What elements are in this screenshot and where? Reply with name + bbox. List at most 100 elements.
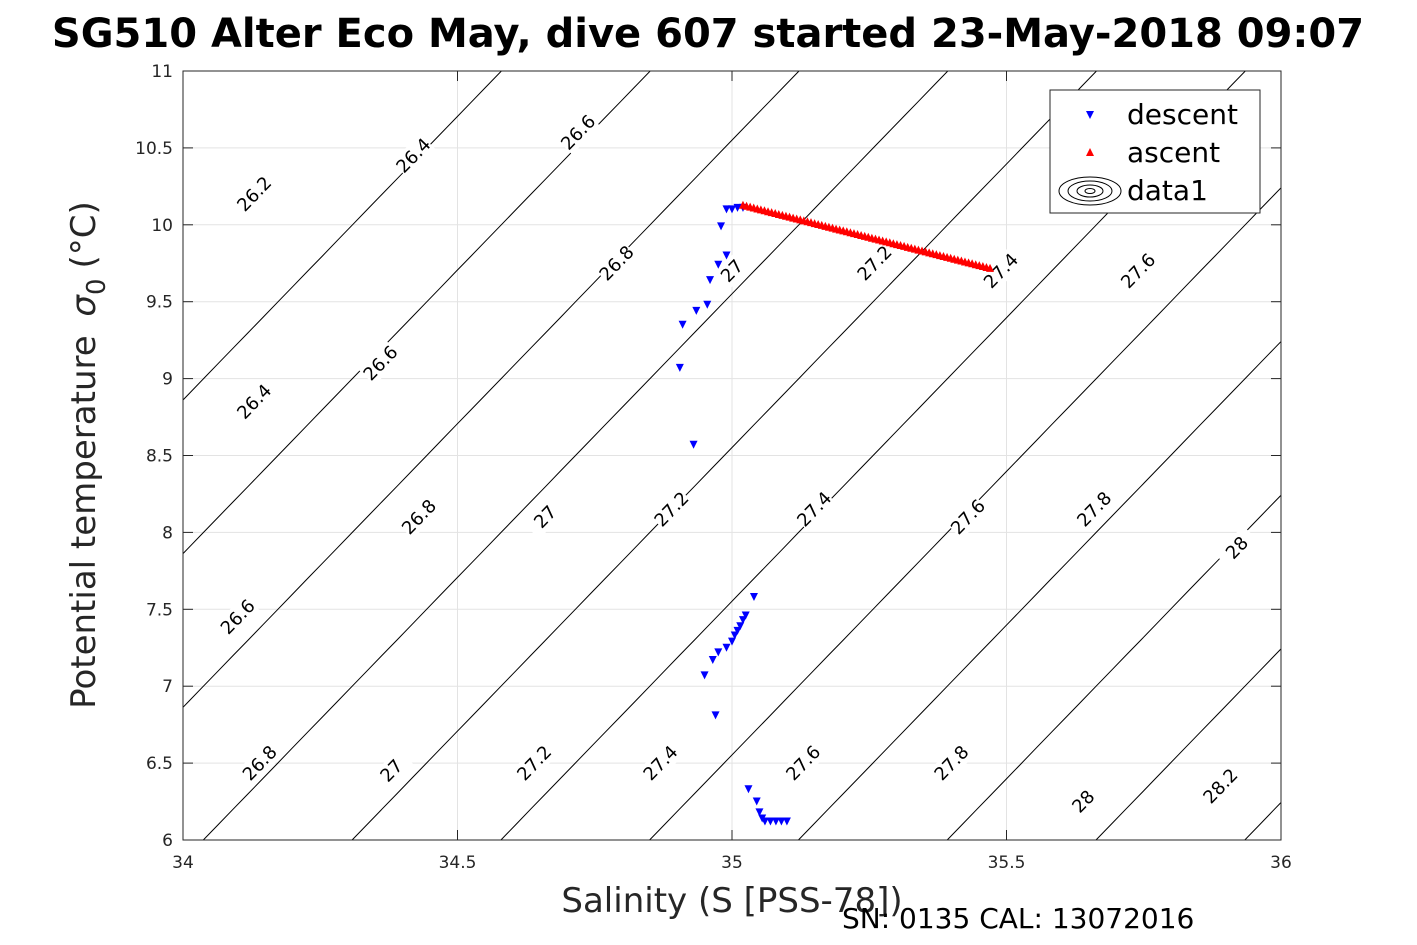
contour-label-gap [358,341,403,386]
y-tick-label: 7 [162,677,173,697]
y-axis-label-text: Potential temperature [64,335,104,708]
legend-contour-icon [1058,176,1122,206]
contour-label-gap [216,594,260,640]
descent-point [722,251,731,260]
descent-point [678,320,687,329]
legend-ascent-label: ascent [1127,136,1220,169]
descent-point [752,797,761,806]
descent-point [738,616,747,625]
y-tick-label: 8.5 [146,447,173,467]
contour-label-gap [391,133,436,178]
contour-label-gap [1198,764,1243,809]
contour-label-gap [238,741,282,786]
descent-point [714,260,723,269]
contour-line-27-4 [648,187,1281,840]
contour-line-27-8 [946,494,1281,840]
contour-label-gap [1116,248,1161,293]
y-tick-label: 6.5 [146,754,173,774]
legend: descent ascent data1 [1049,89,1261,214]
descent-point [706,276,715,285]
contour-label-gap [946,495,990,540]
contour-label-gap [979,248,1023,293]
y-axis-label: Potential temperature σ0 (°C) [64,201,112,709]
contour-label-gap [852,241,897,286]
y-tick-label: 9 [162,370,173,390]
legend-descent-label: descent [1127,98,1238,131]
contour-label-gap [512,741,557,786]
contour-label-gap [649,487,694,532]
footer-serial: SN: 0135 CAL: 13072016 [842,902,1194,935]
descent-point [714,648,723,657]
x-axis-label: Salinity (S [PSS-78]) [561,881,902,921]
y-tick-label: 9.5 [146,293,173,313]
data-markers [675,200,995,826]
descent-point [700,671,709,680]
contour-label-gap [556,110,601,155]
descent-point [733,626,742,635]
y-tick-label: 7.5 [146,600,173,620]
contour-label-gap [523,494,568,540]
ascent-point [986,263,995,272]
descent-point [711,711,720,720]
contour-line-27 [351,71,1098,840]
y-axis-label-symbol: σ [64,294,104,317]
x-tick-label: 35 [721,853,743,873]
descent-point [741,611,750,620]
contour-label-gap [1072,487,1117,532]
density-contours [183,71,1281,840]
chart-title: SG510 Alter Eco May, dive 607 started 23… [52,11,1364,57]
legend-descent-marker [1086,111,1094,119]
descent-point [728,637,736,646]
svg-text:Potential temperature σ0: Potential temperature σ0 (°C) [64,201,112,709]
contour-line-26-6 [183,71,800,709]
x-tick-label: 36 [1270,853,1292,873]
contour-label-gap [369,748,414,793]
y-tick-label: 10.5 [135,139,173,159]
axis-ticks: 34 34.5 35 35.5 36 6 6.5 7 7.5 8 8.5 9 9.5 10 10.5 11 [135,62,1292,873]
descent-point [766,817,775,826]
contour-label-gap [710,248,754,293]
y-axis-label-subscript: 0 [82,278,112,295]
contour-label-gap [594,241,639,286]
descent-point [777,817,786,826]
contour-label-gap [397,495,441,540]
contour-line-26-8 [202,71,949,840]
descent-point [717,222,726,231]
descent-point [749,592,758,601]
descent-point [782,817,791,826]
grid [182,70,1282,841]
contour-label-gap [232,379,277,424]
descent-point [722,205,731,214]
x-tick-label: 34.5 [439,853,477,873]
contour-label-gap [781,741,826,786]
descent-point [703,300,712,309]
contour-label-gap [232,172,277,217]
descent-point [771,817,780,826]
legend-data1-label: data1 [1127,174,1208,207]
legend-ascent-marker [1086,148,1094,156]
x-tick-label: 35.5 [988,853,1026,873]
contour-line-28 [1095,648,1281,840]
descent-point [760,817,769,826]
contour-label-gap [1061,779,1106,824]
descent-point [692,306,701,315]
descent-point [708,656,717,665]
y-tick-label: 8 [162,523,173,543]
y-tick-label: 10 [151,216,173,236]
descent-point [675,363,684,372]
y-tick-label: 11 [151,62,173,82]
descent-point [728,205,736,214]
contour-line-27-6 [797,340,1281,840]
descent-point [689,440,698,449]
descent-point [722,643,731,652]
descent-point [755,808,764,817]
descent-point [730,631,739,640]
contour-label-gap [638,741,683,786]
descent-point [736,622,745,631]
descent-point [744,785,753,794]
contour-label-gap [1215,525,1259,570]
contour-label-gap [792,487,837,532]
contour-label-gap [929,741,974,786]
x-tick-label: 34 [172,853,194,873]
